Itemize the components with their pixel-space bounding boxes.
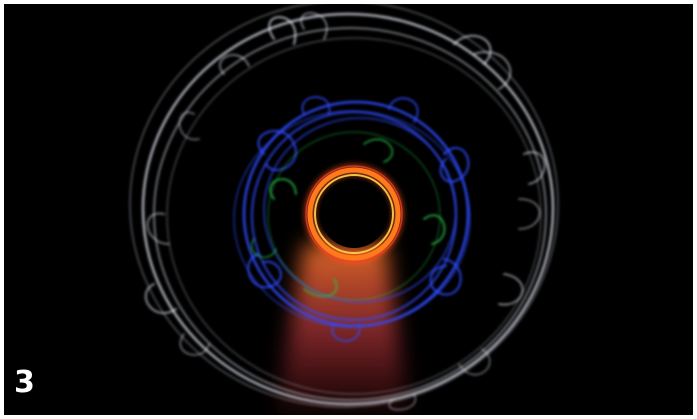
inner-light-ring (304, 164, 404, 264)
glow-beam (276, 244, 409, 415)
green-light-trails (251, 131, 446, 301)
light-painting-photo (4, 4, 693, 415)
blue-light-trails (233, 96, 471, 342)
photo-frame: 3 (4, 4, 693, 415)
figure-number-label: 3 (14, 365, 35, 400)
outer-light-trails (129, 4, 559, 411)
